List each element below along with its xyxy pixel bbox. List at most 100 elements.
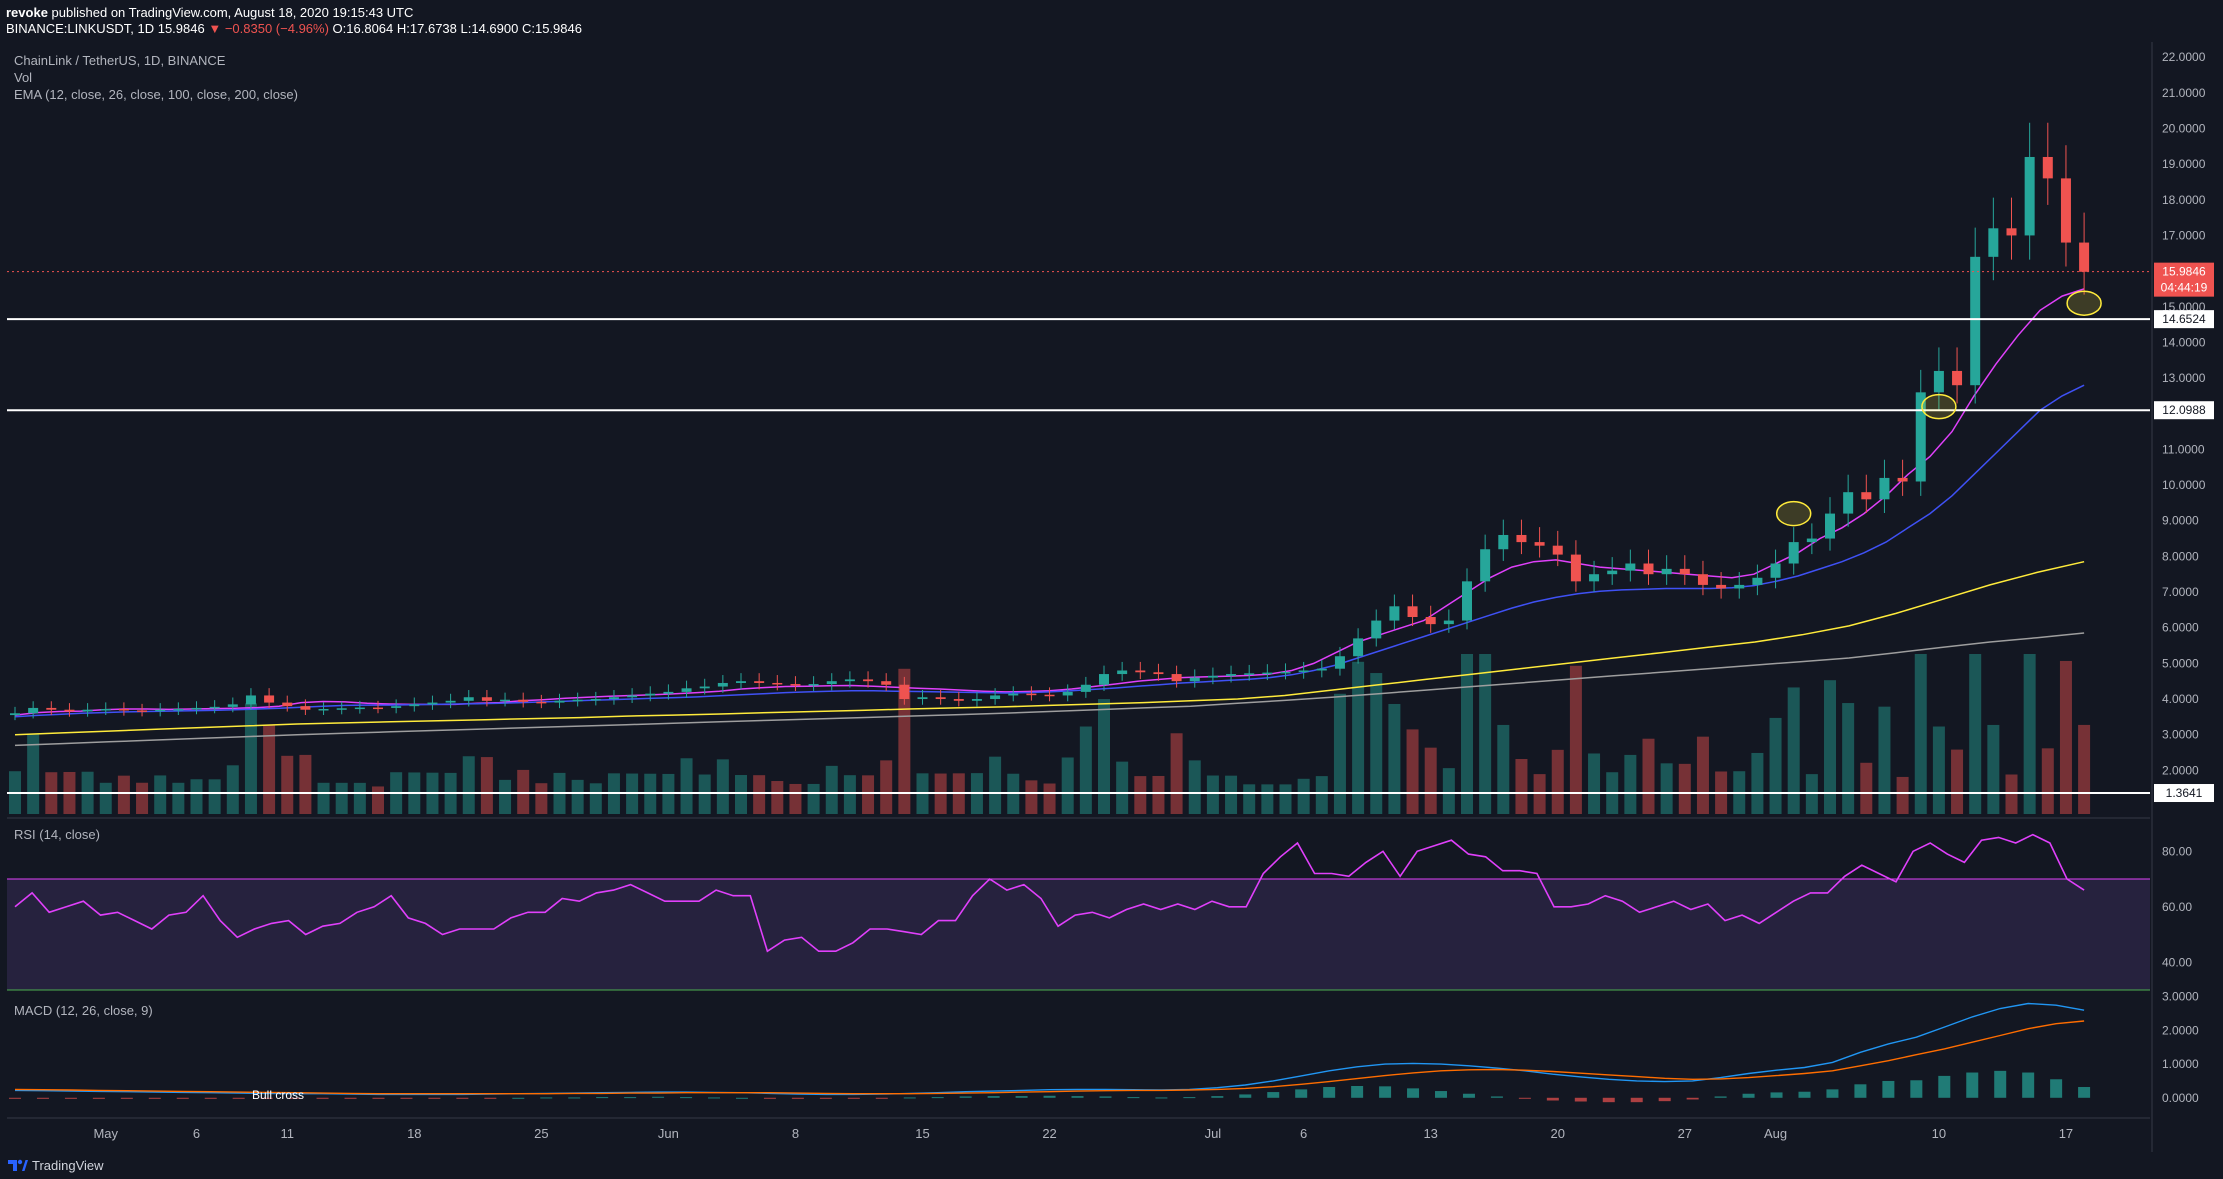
- candle-body: [373, 707, 383, 710]
- ema-line-4: [14, 632, 2085, 747]
- candle-body: [1171, 674, 1182, 682]
- volume-bar: [136, 782, 149, 814]
- footer: TradingView: [0, 1152, 2223, 1179]
- volume-bar: [499, 779, 512, 814]
- volume-bar: [1333, 693, 1346, 814]
- time-tick-label: 8: [792, 1126, 799, 1141]
- candle-body: [282, 702, 293, 707]
- time-tick-label: 6: [1300, 1126, 1307, 1141]
- macd-histogram-bar: [1742, 1093, 1755, 1098]
- macd-histogram-bar: [1518, 1097, 1531, 1099]
- candle-body: [1008, 693, 1019, 696]
- macd-histogram-bar: [512, 1097, 525, 1099]
- candle-body: [1117, 670, 1128, 675]
- candle-body: [1516, 534, 1527, 543]
- tradingview-brand[interactable]: TradingView: [32, 1158, 104, 1173]
- macd-tick-label: 1.0000: [2162, 1057, 2199, 1071]
- macd-histogram-bar: [652, 1096, 665, 1098]
- candle-body: [1099, 674, 1109, 685]
- time-tick-label: 15: [915, 1126, 929, 1141]
- macd-histogram-bar: [204, 1097, 217, 1099]
- candle-body: [863, 679, 874, 682]
- volume-bar: [1569, 665, 1582, 814]
- macd-histogram-bar: [791, 1097, 804, 1099]
- volume-bar: [789, 783, 802, 814]
- volume-bar: [117, 775, 130, 814]
- candle-body: [1316, 668, 1327, 671]
- volume-bar: [1098, 699, 1110, 814]
- candle-body: [844, 679, 855, 682]
- time-tick-label: 22: [1042, 1126, 1056, 1141]
- volume-bar: [335, 782, 348, 814]
- price-tick-label: 9.0000: [2162, 514, 2199, 528]
- signal-line: [14, 1020, 2085, 1095]
- candle-body: [2024, 156, 2035, 236]
- volume-bar: [1624, 754, 1637, 814]
- candle-body: [881, 681, 892, 685]
- candle-body: [1498, 534, 1509, 550]
- symbol-name: BINANCE:LINKUSDT, 1D: [6, 21, 155, 36]
- rsi-legend: RSI (14, close): [14, 827, 100, 842]
- candle-body: [772, 682, 783, 685]
- price-tick-label: 21.0000: [2162, 86, 2206, 100]
- candle-body: [2006, 228, 2017, 236]
- rsi-line: [14, 833, 2085, 953]
- candle-body: [336, 708, 347, 710]
- candle-body: [1770, 563, 1781, 578]
- volume-bar: [1243, 784, 1256, 814]
- macd-histogram-bar: [1910, 1080, 1923, 1098]
- macd-histogram-bar: [1183, 1097, 1196, 1099]
- macd-histogram-bar: [1043, 1095, 1056, 1098]
- price-tick-label: 13.0000: [2162, 371, 2206, 385]
- candle-body: [463, 697, 474, 701]
- macd-histogram-bar: [1826, 1089, 1839, 1098]
- chart-canvas[interactable]: 2.0000 3.0000 4.0000 5.0000 6.0000 7.0000 8.00…: [0, 0, 2223, 1152]
- volume-bar: [517, 769, 530, 814]
- macd-histogram-bar: [1239, 1094, 1252, 1098]
- volume-legend: Vol: [14, 70, 33, 85]
- macd-histogram-bar: [1127, 1097, 1140, 1099]
- volume-bar: [1225, 775, 1238, 814]
- candle-body: [2060, 178, 2071, 243]
- macd-histogram-bar: [708, 1097, 721, 1099]
- volume-bar: [2078, 724, 2091, 814]
- ohlc-high: H:17.6738: [396, 21, 457, 36]
- candle-body: [1752, 577, 1763, 585]
- volume-bar: [480, 757, 493, 814]
- candle-body: [681, 688, 692, 692]
- macd-histogram-bar: [540, 1097, 553, 1099]
- ema-line-2: [14, 384, 2085, 718]
- candle-body: [1443, 620, 1454, 625]
- macd-histogram-bar: [931, 1097, 944, 1099]
- candle-body: [808, 684, 819, 686]
- candle-body: [100, 709, 111, 711]
- macd-histogram-bar: [1938, 1075, 1951, 1098]
- volume-bar: [1969, 654, 1982, 814]
- last-price-label-box: [2154, 262, 2214, 297]
- price-tick-label: 19.0000: [2162, 157, 2206, 171]
- volume-bar: [27, 734, 40, 814]
- volume-bar: [154, 775, 167, 814]
- candle-body: [1988, 228, 1999, 257]
- volume-bar: [1769, 717, 1782, 814]
- level-label: 12.0988: [2162, 403, 2206, 417]
- candle-body: [209, 706, 220, 709]
- rsi-band: [7, 879, 2150, 990]
- last-price-value: 15.9846: [157, 21, 205, 36]
- volume-bar: [571, 779, 584, 814]
- publisher-name[interactable]: revoke: [6, 5, 48, 20]
- candle-body: [1643, 563, 1654, 575]
- candle-body: [1679, 568, 1690, 575]
- macd-histogram-bar: [1155, 1097, 1168, 1099]
- candle-body: [1861, 492, 1872, 500]
- candle-body: [354, 707, 365, 710]
- macd-histogram-bar: [1994, 1070, 2007, 1098]
- volume-bar: [1061, 757, 1074, 814]
- candle-body: [1280, 671, 1291, 674]
- rsi-tick-label: 60.00: [2162, 900, 2192, 914]
- macd-histogram-bar: [847, 1097, 860, 1099]
- time-tick-label: 6: [193, 1126, 200, 1141]
- candle-body: [1462, 581, 1472, 621]
- volume-bar: [1805, 774, 1818, 814]
- volume-bar: [1170, 733, 1183, 814]
